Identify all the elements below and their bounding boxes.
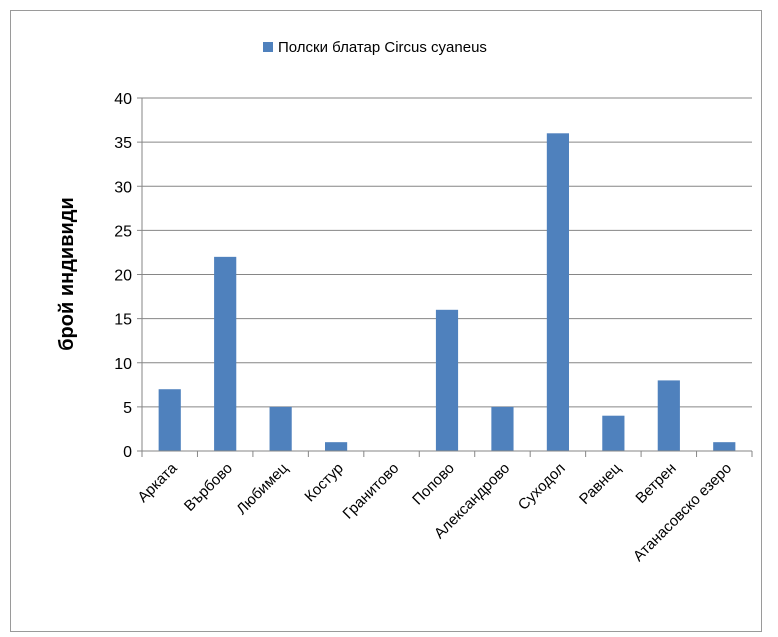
bar-10	[657, 380, 680, 451]
bar-6	[435, 309, 459, 451]
x-tick-label: Арката	[134, 459, 181, 506]
y-tick-label: 5	[123, 400, 132, 417]
x-tick-label: Атанасовско езеро	[630, 460, 735, 565]
x-tick-label: Гранитово	[340, 460, 403, 523]
y-tick-label: 25	[114, 223, 132, 240]
x-tick-label: Любимец	[233, 460, 291, 518]
x-tick-label: Костур	[301, 460, 346, 505]
bars	[158, 133, 736, 452]
x-tick-label: Ветрен	[632, 460, 679, 507]
x-tick-label: Суходол	[515, 460, 569, 514]
gridlines	[142, 97, 752, 408]
y-axis-title: брой индивиди	[56, 197, 78, 351]
bar-8	[546, 133, 569, 452]
x-tick-label: Върбово	[181, 460, 236, 515]
bar-2	[214, 256, 237, 451]
bar-9	[602, 415, 625, 451]
legend-swatch	[263, 42, 273, 52]
bar-4	[325, 442, 348, 451]
y-tick-label: 0	[123, 444, 132, 461]
y-tick-label: 10	[114, 356, 132, 373]
bar-7	[491, 406, 514, 451]
bar-1	[158, 389, 181, 451]
legend: Полски блатар Circus cyaneus	[263, 39, 487, 56]
y-tick-label: 40	[114, 91, 132, 108]
chart-frame	[10, 10, 762, 632]
y-tick-label: 15	[114, 312, 132, 329]
y-tick-label: 30	[114, 179, 132, 196]
y-tick-label: 20	[114, 268, 132, 285]
y-tick-label: 35	[114, 135, 132, 152]
bar-11	[713, 442, 736, 451]
y-axis-ticks: 0 5 10 15 20 25 30 35 40	[114, 91, 142, 461]
bar-3	[269, 406, 292, 451]
x-tick-label: Попово	[409, 460, 458, 509]
x-tick-label: Равнец	[576, 460, 624, 508]
legend-label: Полски блатар Circus cyaneus	[278, 39, 487, 56]
